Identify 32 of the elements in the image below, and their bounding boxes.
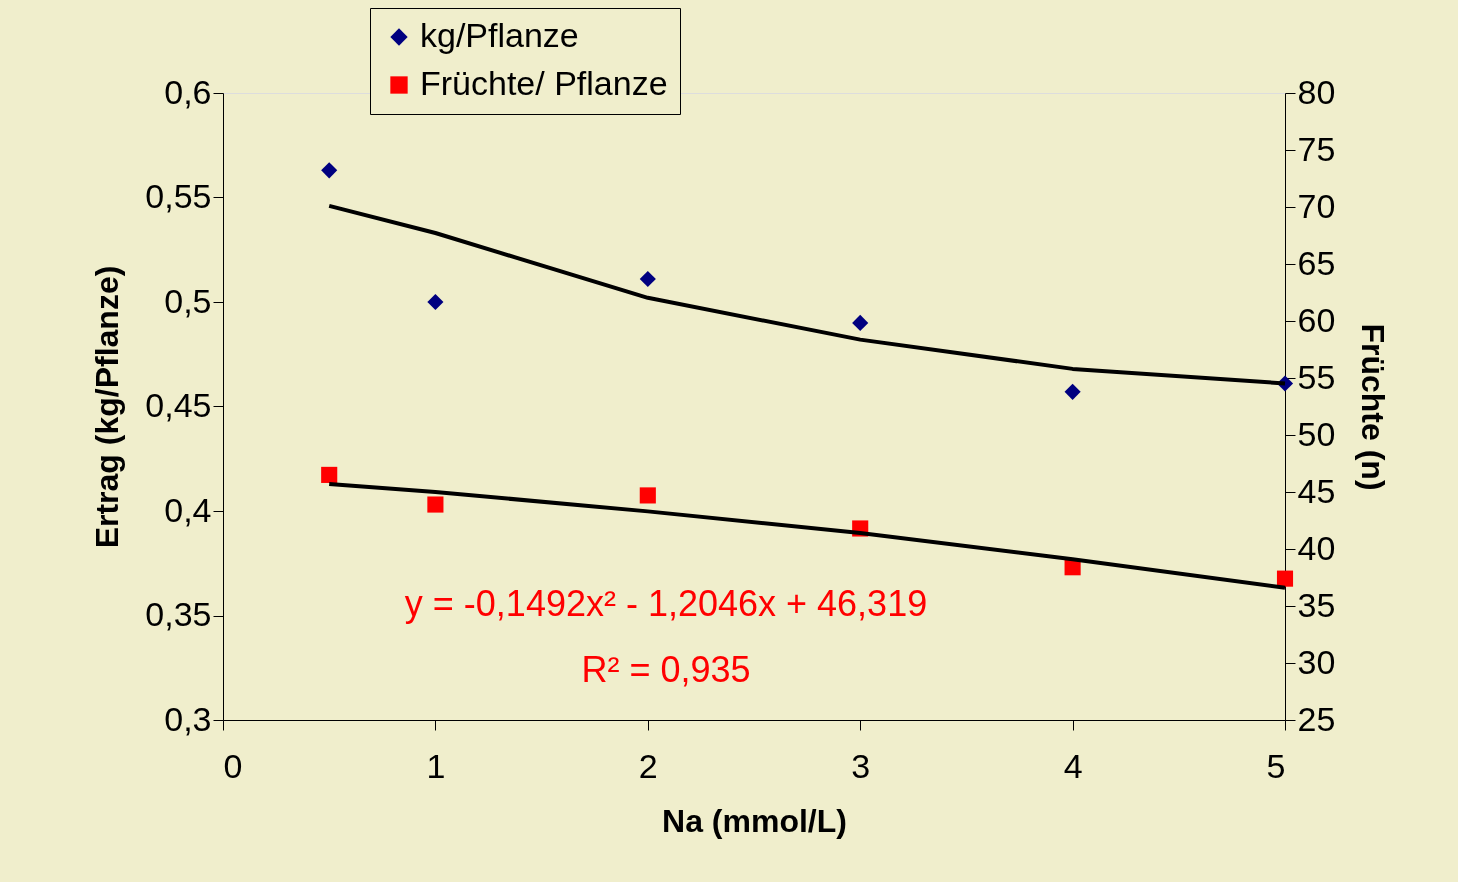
y-tick-label: 0,5 <box>164 281 212 320</box>
y-tick-label: 0,45 <box>145 386 212 424</box>
y-tick-label: 0,4 <box>164 490 212 529</box>
y2-tick-label: 25 <box>1297 699 1336 738</box>
y2-tick-label: 75 <box>1297 129 1336 168</box>
y-tick-label: 0,6 <box>164 72 212 111</box>
x-tick-label: 4 <box>1063 746 1083 785</box>
y2-tick-label: 30 <box>1297 642 1336 681</box>
annotation: y = -0,1492x² - 1,2046x + 46,319 <box>404 583 928 624</box>
y2-tick-label: 80 <box>1297 72 1336 111</box>
y2-tick-label: 35 <box>1297 585 1336 624</box>
y2-tick-label: 55 <box>1297 357 1336 396</box>
x-tick-label: 3 <box>851 746 871 785</box>
y2-tick-label: 40 <box>1297 528 1336 567</box>
y-tick-label: 0,55 <box>145 177 212 215</box>
annotation: R² = 0,935 <box>581 649 751 690</box>
legend-label: kg/Pflanze <box>420 16 579 54</box>
y-tick-label: 0,3 <box>164 699 212 738</box>
x-tick-label: 0 <box>223 746 243 785</box>
y2-tick-label: 65 <box>1297 243 1336 282</box>
x-tick-label: 5 <box>1266 746 1286 785</box>
y2-tick-label: 50 <box>1297 414 1336 453</box>
x-tick-label: 2 <box>638 746 658 785</box>
x-tick-label: 1 <box>426 746 446 785</box>
y2-tick-label: 45 <box>1297 471 1336 510</box>
y-tick-label: 0,35 <box>145 595 212 633</box>
x-axis-title: Na (mmol/L) <box>662 802 847 839</box>
y2-tick-label: 70 <box>1297 186 1336 225</box>
y2-axis-title: Früchte (n) <box>1355 323 1392 491</box>
legend-label: Früchte/ Pflanze <box>420 64 668 102</box>
y-axis-title: Ertrag (kg/Pflanze) <box>89 265 126 549</box>
y2-tick-label: 60 <box>1297 300 1336 339</box>
